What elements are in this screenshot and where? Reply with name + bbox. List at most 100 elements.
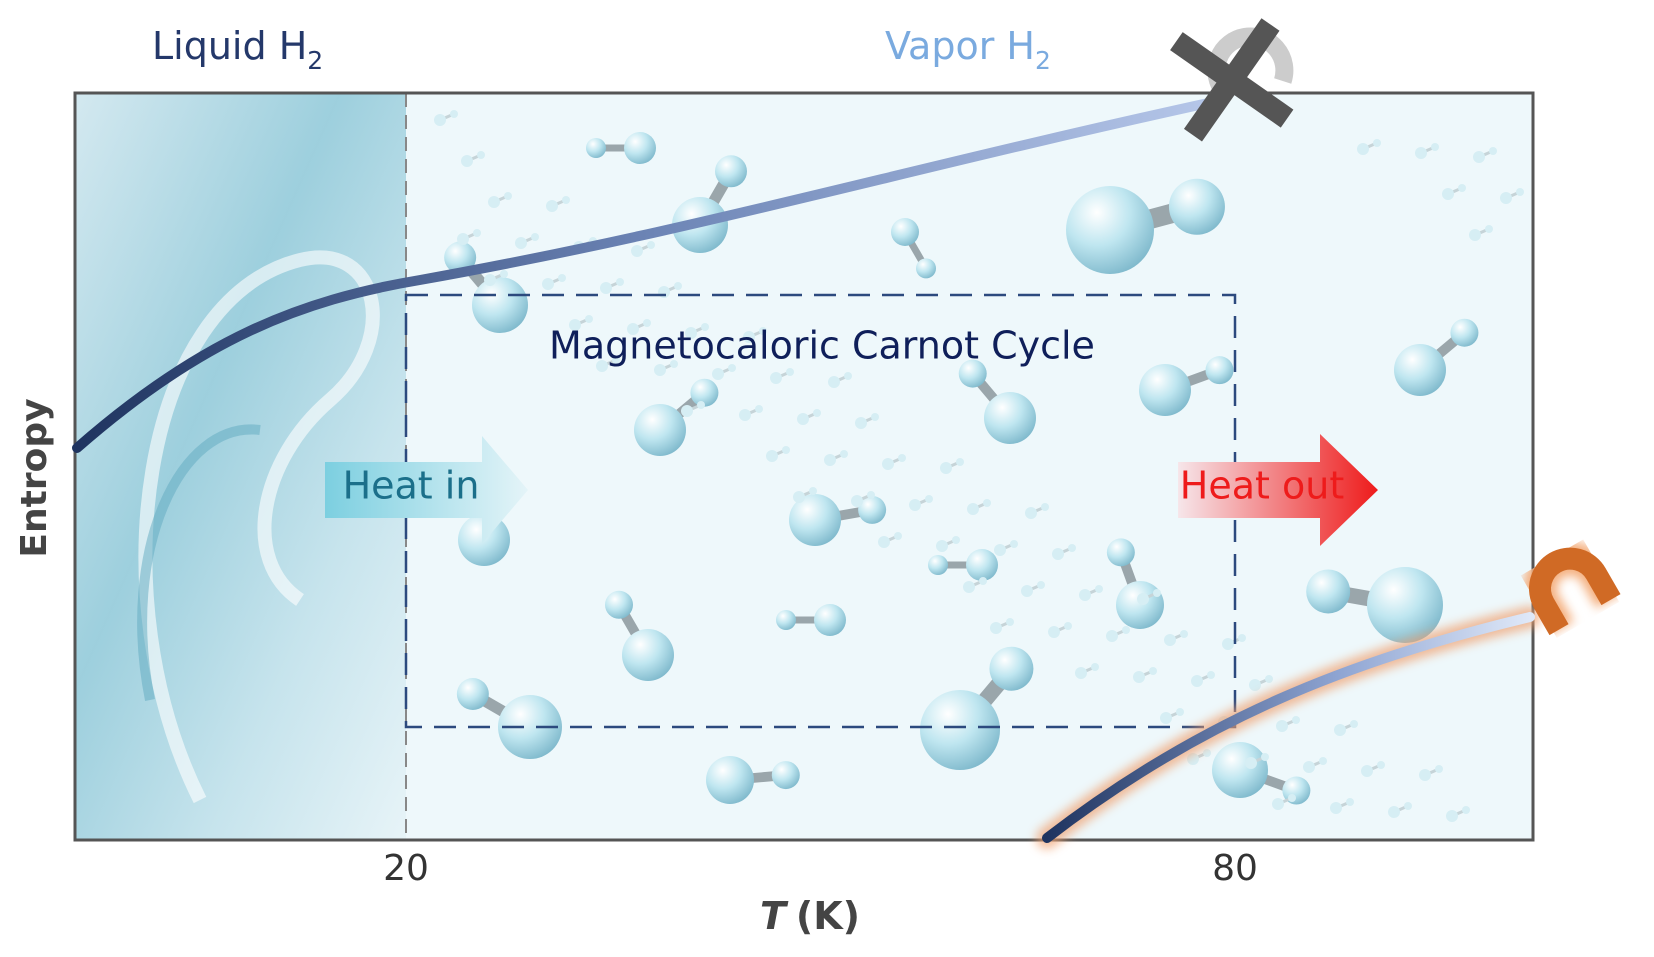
small-atom xyxy=(1419,769,1431,781)
small-atom xyxy=(1265,675,1273,683)
small-atom xyxy=(1164,634,1176,646)
small-atom xyxy=(1068,544,1076,552)
small-atom xyxy=(1373,139,1381,147)
magnetized-entropy-curve xyxy=(1042,612,1535,843)
small-atom xyxy=(1238,634,1246,642)
molecule-atom xyxy=(622,629,674,681)
molecule-atom xyxy=(958,359,987,388)
small-atom xyxy=(647,241,655,249)
small-atom xyxy=(1133,671,1145,683)
small-atom xyxy=(1037,581,1045,589)
liquid-text: Liquid H xyxy=(152,24,307,68)
cycle-box xyxy=(404,293,1237,729)
small-atom xyxy=(1388,806,1400,818)
small-atom xyxy=(1079,589,1091,601)
vapor-entropy-curve xyxy=(72,95,1227,453)
liquid-label: Liquid H2 xyxy=(152,24,323,76)
small-atom xyxy=(1064,622,1072,630)
small-atom xyxy=(1458,184,1466,192)
small-atom xyxy=(1473,151,1485,163)
small-atom xyxy=(1516,188,1524,196)
molecule-atom xyxy=(989,646,1034,691)
molecule-atom xyxy=(1450,318,1479,347)
molecule-atom xyxy=(1139,364,1191,416)
molecule-atom xyxy=(984,392,1036,444)
molecule-atom xyxy=(771,761,800,790)
magnet-off-icon xyxy=(1170,18,1294,142)
small-atom xyxy=(569,319,581,331)
magnet-on-icon xyxy=(1523,541,1626,639)
small-atom xyxy=(867,491,875,499)
small-atom xyxy=(983,499,991,507)
small-atom xyxy=(1435,765,1443,773)
small-atom xyxy=(940,462,952,474)
molecule-atom xyxy=(624,132,656,164)
small-atom xyxy=(562,196,570,204)
molecule-atom xyxy=(920,690,1000,770)
small-atom xyxy=(782,446,790,454)
small-atom xyxy=(504,192,512,200)
molecule-atom xyxy=(1212,742,1268,798)
small-atom xyxy=(712,368,724,380)
molecule-atom xyxy=(706,756,754,804)
small-atom xyxy=(898,454,906,462)
small-atom xyxy=(531,233,539,241)
small-atom xyxy=(1191,675,1203,687)
small-atom xyxy=(1346,798,1354,806)
small-atom xyxy=(1153,589,1161,597)
small-atom xyxy=(643,319,651,327)
small-atom xyxy=(1272,798,1284,810)
small-atom xyxy=(1350,720,1358,728)
small-atom xyxy=(473,229,481,237)
small-atom xyxy=(1149,667,1157,675)
small-atom xyxy=(844,372,852,380)
molecule-atom xyxy=(966,549,998,581)
small-atom xyxy=(1469,229,1481,241)
small-atom xyxy=(1357,143,1369,155)
small-atom xyxy=(894,532,902,540)
y-axis-label: Entropy xyxy=(14,398,55,557)
vapor-label: Vapor H2 xyxy=(885,24,1051,76)
small-atom xyxy=(1025,507,1037,519)
small-atom xyxy=(1446,810,1458,822)
small-atom xyxy=(1091,663,1099,671)
small-atom xyxy=(1095,585,1103,593)
small-atom xyxy=(701,323,709,331)
heat-out-arrow xyxy=(1178,434,1378,546)
small-atom xyxy=(1176,708,1184,716)
small-atom xyxy=(1462,806,1470,814)
molecule-atom xyxy=(690,378,719,407)
small-atom xyxy=(1160,712,1172,724)
cycle-label: Magnetocaloric Carnot Cycle xyxy=(549,324,1095,368)
small-atom xyxy=(855,417,867,429)
small-atom xyxy=(1500,192,1512,204)
small-atom xyxy=(631,245,643,257)
small-atom xyxy=(1485,225,1493,233)
molecule-atom xyxy=(891,218,919,246)
small-atom xyxy=(1207,671,1215,679)
x-tick-label: 80 xyxy=(1212,848,1258,889)
small-atom xyxy=(697,401,705,409)
molecule-atom xyxy=(472,277,528,333)
small-atom xyxy=(515,237,527,249)
small-atom xyxy=(450,110,458,118)
small-atom xyxy=(956,458,964,466)
small-atom xyxy=(755,405,763,413)
small-atom xyxy=(1377,761,1385,769)
small-atom xyxy=(728,364,736,372)
molecule-atom xyxy=(1066,186,1154,274)
small-atom xyxy=(770,372,782,384)
molecule-atom xyxy=(814,604,846,636)
x-axis-symbol: T xyxy=(760,894,789,938)
small-atom xyxy=(1261,753,1269,761)
small-atom xyxy=(878,536,890,548)
molecule-atom xyxy=(916,258,936,279)
small-atom xyxy=(542,278,554,290)
small-atom xyxy=(558,274,566,282)
small-atom xyxy=(851,495,863,507)
molecule-atom xyxy=(928,555,948,575)
small-atom xyxy=(1021,585,1033,597)
small-atom xyxy=(1106,630,1118,642)
small-atom xyxy=(1404,802,1412,810)
small-atom xyxy=(1245,757,1257,769)
